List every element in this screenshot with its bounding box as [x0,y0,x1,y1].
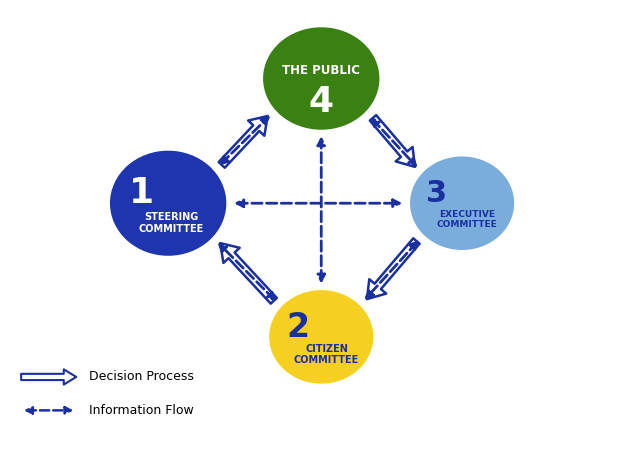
Ellipse shape [269,290,373,384]
FancyArrowPatch shape [370,115,415,167]
Text: 1: 1 [129,176,154,210]
FancyArrowPatch shape [367,238,420,299]
Text: 2: 2 [286,311,310,344]
Ellipse shape [263,27,379,130]
FancyArrowPatch shape [220,243,277,304]
Text: STEERING
COMMITTEE: STEERING COMMITTEE [138,212,204,234]
FancyArrowPatch shape [21,369,76,385]
Text: 4: 4 [308,84,334,119]
Ellipse shape [110,151,226,256]
Text: Decision Process: Decision Process [88,370,193,383]
Text: EXECUTIVE
COMMITTEE: EXECUTIVE COMMITTEE [437,210,497,229]
Text: CITIZEN
COMMITTEE: CITIZEN COMMITTEE [294,344,359,365]
Text: THE PUBLIC: THE PUBLIC [282,64,360,77]
Text: 3: 3 [426,179,447,208]
Text: Information Flow: Information Flow [88,404,193,417]
Ellipse shape [410,156,514,250]
FancyArrowPatch shape [219,116,268,168]
